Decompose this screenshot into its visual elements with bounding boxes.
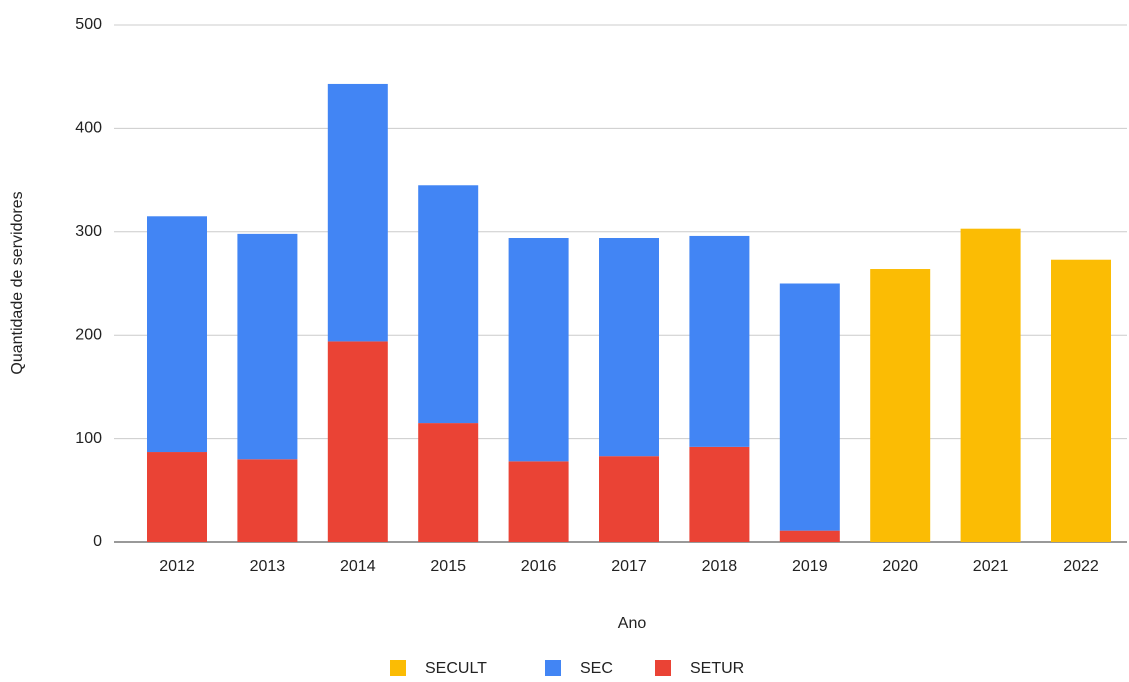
bar-segment [779, 283, 840, 531]
x-tick-label: 2012 [159, 558, 195, 575]
x-tick-label: 2016 [521, 558, 557, 575]
x-tick-label: 2021 [973, 558, 1009, 575]
bar-segment [237, 233, 298, 460]
bar-segment [418, 423, 479, 542]
bar-segment [508, 461, 569, 542]
legend-label: SECULT [425, 660, 487, 677]
bar-segment [508, 238, 569, 462]
y-tick-label: 100 [75, 430, 102, 447]
bar-segment [870, 269, 931, 542]
x-tick-label: 2015 [430, 558, 466, 575]
x-axis-title: Ano [618, 615, 647, 632]
y-tick-label: 500 [75, 16, 102, 33]
x-tick-label: 2022 [1063, 558, 1099, 575]
x-tick-label: 2013 [250, 558, 286, 575]
legend-label: SETUR [690, 660, 744, 677]
legend-label: SEC [580, 660, 613, 677]
legend-swatch [545, 660, 561, 676]
y-axis-title: Quantidade de servidores [9, 191, 26, 374]
bar-segment [689, 446, 750, 542]
bar-segment [418, 185, 479, 424]
bar-segment [689, 235, 750, 447]
legend-swatch [655, 660, 671, 676]
bar-segment [237, 459, 298, 542]
y-tick-label: 200 [75, 326, 102, 343]
bar-segment [147, 452, 207, 542]
bar-segment [779, 530, 840, 542]
y-tick-label: 300 [75, 223, 102, 240]
y-tick-label: 400 [75, 120, 102, 137]
bar-segment [147, 216, 207, 453]
bar-segment [1051, 259, 1111, 542]
bar-segment [960, 228, 1021, 542]
x-tick-label: 2018 [702, 558, 738, 575]
x-tick-label: 2017 [611, 558, 647, 575]
legend-swatch [390, 660, 406, 676]
bar-segment [327, 341, 388, 542]
x-tick-label: 2014 [340, 558, 376, 575]
bar-segment [599, 456, 659, 542]
y-tick-label: 0 [93, 533, 102, 550]
bar-segment [599, 238, 659, 457]
x-tick-label: 2019 [792, 558, 828, 575]
bar-segment [327, 83, 388, 342]
x-tick-label: 2020 [882, 558, 918, 575]
